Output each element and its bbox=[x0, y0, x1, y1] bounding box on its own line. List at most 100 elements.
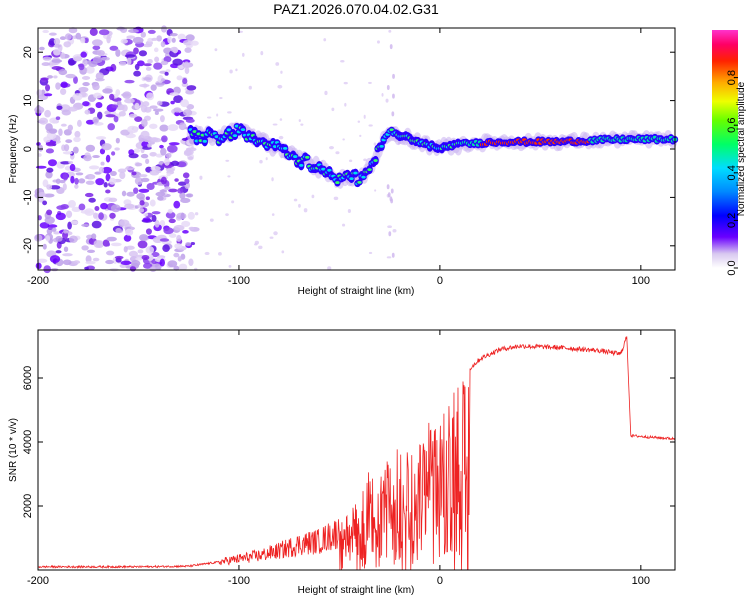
noise-blob bbox=[133, 148, 141, 153]
noise-blob bbox=[151, 211, 161, 215]
ridge-peak bbox=[299, 164, 304, 167]
noise-blob bbox=[156, 100, 163, 106]
snr-y-tick-label: 2000 bbox=[22, 494, 34, 518]
spectrogram-y-tick-label: 0 bbox=[22, 146, 34, 152]
noise-blob bbox=[89, 28, 98, 36]
noise-blob bbox=[67, 200, 76, 208]
noise-blob bbox=[145, 158, 150, 165]
noise-blob bbox=[159, 189, 168, 193]
streak-artifact bbox=[391, 252, 395, 258]
noise-blob bbox=[214, 48, 218, 52]
noise-blob bbox=[377, 40, 380, 44]
noise-blob bbox=[74, 184, 79, 189]
noise-blob bbox=[177, 256, 182, 262]
ridge-peak bbox=[357, 180, 362, 184]
ridge-peak bbox=[361, 175, 366, 179]
noise-blob bbox=[45, 235, 51, 242]
noise-blob bbox=[75, 32, 82, 40]
noise-blob bbox=[55, 235, 63, 242]
noise-blob bbox=[182, 230, 189, 234]
noise-blob bbox=[62, 253, 73, 257]
noise-blob bbox=[173, 252, 180, 258]
spectrogram-y-axis-label: Frequency (Hz) bbox=[8, 115, 19, 184]
noise-blob bbox=[133, 70, 141, 77]
noise-blob bbox=[128, 28, 139, 33]
noise-blob bbox=[387, 225, 392, 229]
noise-blob bbox=[62, 173, 69, 181]
snr-x-tick-label: -200 bbox=[27, 575, 49, 587]
noise-blob bbox=[173, 200, 181, 209]
noise-blob bbox=[78, 203, 86, 211]
noise-blob bbox=[168, 218, 176, 224]
spectrogram-x-tick-label: -100 bbox=[228, 275, 250, 287]
noise-blob bbox=[363, 114, 366, 119]
noise-blob bbox=[231, 200, 235, 204]
noise-blob bbox=[53, 44, 61, 48]
noise-blob bbox=[81, 245, 89, 251]
noise-blob bbox=[116, 26, 125, 31]
noise-blob bbox=[42, 29, 49, 34]
noise-blob bbox=[177, 33, 186, 41]
noise-blob bbox=[141, 255, 150, 261]
noise-blob bbox=[143, 63, 152, 67]
noise-blob bbox=[160, 41, 166, 48]
noise-blob bbox=[55, 82, 61, 90]
noise-blob bbox=[51, 66, 63, 70]
noise-blob bbox=[56, 105, 63, 110]
ridge-peak bbox=[367, 168, 372, 171]
noise-blob bbox=[55, 250, 62, 254]
noise-blob bbox=[176, 212, 187, 220]
noise-blob bbox=[92, 45, 101, 51]
noise-blob bbox=[62, 259, 72, 266]
noise-blob bbox=[120, 38, 128, 44]
noise-blob bbox=[167, 36, 172, 44]
noise-blob bbox=[135, 257, 143, 261]
noise-blob bbox=[45, 141, 56, 147]
noise-blob bbox=[53, 38, 61, 46]
noise-blob bbox=[53, 231, 61, 235]
noise-blob bbox=[168, 142, 180, 146]
noise-blob bbox=[40, 77, 49, 81]
noise-blob bbox=[242, 52, 245, 57]
noise-blob bbox=[190, 40, 199, 46]
snr-x-axis-label: Height of straight line (km) bbox=[298, 585, 415, 596]
noise-blob bbox=[48, 32, 57, 36]
noise-blob bbox=[172, 58, 183, 66]
noise-blob bbox=[140, 31, 147, 38]
noise-blob bbox=[165, 152, 172, 159]
noise-blob bbox=[165, 211, 176, 219]
noise-blob bbox=[151, 37, 158, 41]
noise-blob bbox=[124, 98, 135, 104]
noise-blob bbox=[235, 68, 238, 72]
noise-blob bbox=[271, 213, 275, 216]
ridge-peak bbox=[335, 181, 340, 184]
noise-blob bbox=[82, 82, 90, 87]
noise-blob bbox=[53, 48, 61, 56]
noise-blob bbox=[97, 111, 103, 120]
noise-blob bbox=[265, 157, 268, 161]
noise-blob bbox=[185, 34, 195, 42]
noise-blob bbox=[171, 37, 176, 43]
noise-blob bbox=[147, 58, 153, 64]
noise-blob bbox=[298, 119, 301, 123]
noise-blob bbox=[348, 159, 353, 163]
noise-blob bbox=[184, 47, 192, 53]
noise-blob bbox=[187, 156, 194, 160]
noise-blob bbox=[161, 25, 167, 33]
noise-blob bbox=[167, 144, 178, 153]
ridge-peak bbox=[226, 128, 232, 132]
noise-blob bbox=[62, 151, 73, 155]
noise-blob bbox=[228, 264, 232, 268]
noise-blob bbox=[105, 173, 111, 182]
noise-blob bbox=[65, 210, 73, 219]
noise-blob bbox=[169, 233, 177, 238]
noise-blob bbox=[347, 209, 351, 213]
spectrogram-y-tick-label: 20 bbox=[22, 46, 34, 58]
noise-blob bbox=[95, 101, 103, 109]
noise-blob bbox=[342, 223, 346, 227]
noise-blob bbox=[216, 113, 219, 117]
snr-series-line bbox=[37, 336, 676, 571]
noise-blob bbox=[109, 45, 119, 51]
noise-blob bbox=[74, 177, 79, 185]
streak-artifact bbox=[390, 198, 394, 204]
